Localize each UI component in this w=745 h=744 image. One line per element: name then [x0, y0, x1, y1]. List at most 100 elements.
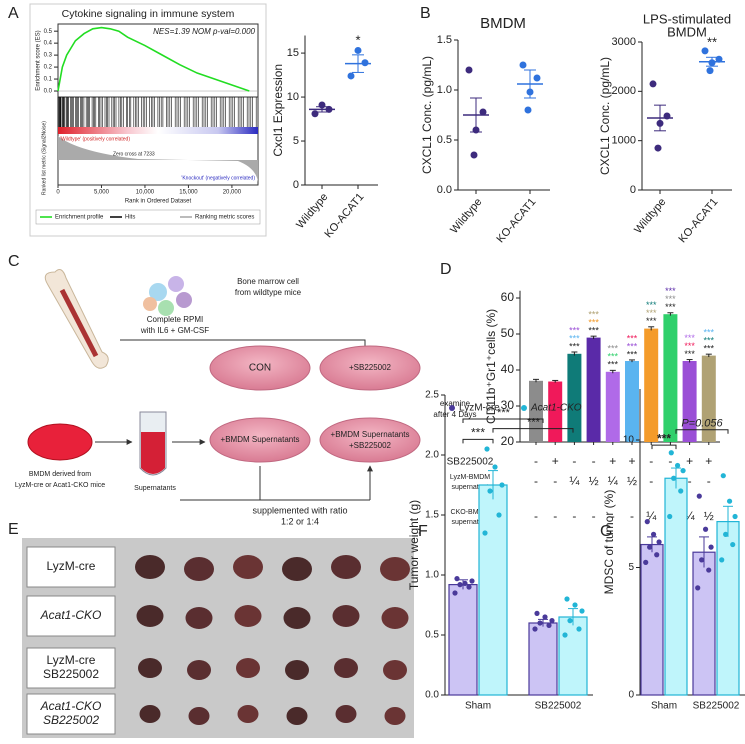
- significance: ***: [569, 333, 580, 343]
- data-point: [492, 464, 498, 470]
- table-cell: +: [609, 454, 616, 468]
- group-label: LyzM-cre: [47, 653, 96, 667]
- tumor: [331, 555, 361, 579]
- table-cell: -: [688, 474, 692, 488]
- tumor: [185, 607, 213, 629]
- significance: ***: [646, 316, 657, 326]
- label-box: [26, 693, 116, 735]
- legend-box: [35, 209, 261, 225]
- table-cell: -: [668, 454, 672, 468]
- table-cell: ¼: [608, 474, 619, 488]
- data-point: [654, 552, 660, 558]
- tumor: [283, 607, 311, 629]
- y-tick-label: 0: [628, 690, 634, 701]
- data-point: [667, 513, 673, 520]
- tumor: [286, 707, 308, 725]
- cell-icon: [143, 297, 157, 311]
- significance: ***: [569, 341, 580, 351]
- bar: [644, 328, 659, 442]
- data-point: [318, 101, 326, 109]
- bar: [682, 361, 697, 442]
- tumor: [383, 660, 407, 680]
- bar: [663, 314, 678, 442]
- panel-label: E: [8, 521, 19, 538]
- y-tick-label: 2.0: [425, 450, 439, 461]
- tumor: [334, 658, 358, 678]
- table-cell: +: [628, 454, 635, 468]
- y-tick-label: 30: [501, 398, 515, 412]
- y-axis-label: Tumor weight (g): [407, 500, 421, 590]
- legend-label: Hits: [125, 215, 135, 221]
- panel-frame: [29, 3, 267, 237]
- table-cell: +: [705, 454, 712, 468]
- data-point: [663, 112, 671, 120]
- y-tick-label: 0.2: [44, 65, 53, 71]
- significance: ***: [608, 360, 619, 370]
- table-cell: -: [707, 474, 711, 488]
- tumor: [285, 660, 309, 680]
- data-point: [482, 530, 488, 536]
- x-tick-label: KO-ACAT1: [494, 196, 538, 245]
- cell-icon: [149, 283, 167, 301]
- group-label: SB225002: [43, 667, 99, 681]
- y-tick-label: 3000: [612, 36, 636, 48]
- y-tick-label: 0.5: [44, 29, 53, 35]
- significance: ***: [657, 431, 671, 445]
- data-point: [695, 585, 701, 591]
- data-point: [656, 119, 664, 127]
- data-point: [470, 151, 478, 159]
- tumor: [332, 605, 360, 627]
- data-point: [715, 55, 723, 63]
- table-cell: -: [553, 509, 557, 523]
- x-tick-label: 20,000: [223, 190, 242, 196]
- significance: ***: [665, 294, 676, 304]
- data-point: [708, 59, 716, 67]
- data-point: [706, 67, 714, 75]
- significance: ***: [704, 344, 715, 354]
- data-point: [534, 610, 540, 617]
- bar: [529, 380, 543, 442]
- bar: [701, 355, 716, 442]
- table-cell: -: [649, 474, 653, 488]
- tumor: [234, 605, 262, 627]
- x-tick-label: Sham: [651, 701, 677, 712]
- data-point: [720, 473, 726, 479]
- data-point: [579, 608, 585, 614]
- label-box: [26, 595, 116, 637]
- panel-label: D: [440, 261, 452, 278]
- chart-title: BMDM: [667, 24, 707, 39]
- table-cell: -: [630, 509, 634, 523]
- annotation: NES=1.39 NOM p-val=0.000: [153, 27, 255, 36]
- tube-liquid: [141, 432, 165, 474]
- bar: [448, 583, 478, 696]
- y-tick-label: 20: [501, 434, 515, 448]
- x-tick-label: Wildtype: [632, 196, 668, 236]
- table-cell: -: [592, 454, 596, 468]
- legend-label: LyzM-cre: [459, 403, 500, 414]
- significance: ***: [608, 352, 619, 362]
- data-point: [726, 498, 733, 504]
- data-point: [576, 626, 582, 632]
- data-point: [457, 582, 463, 588]
- data-point: [650, 531, 657, 537]
- metric-label: Ranked list metric (Signal2Noise): [41, 121, 47, 195]
- tumor: [384, 707, 406, 725]
- data-point: [484, 446, 490, 452]
- diagram-text: BMDM derived from: [29, 471, 91, 478]
- row-label: CKO-BMDM: [451, 509, 490, 516]
- data-point: [311, 110, 319, 118]
- x-tick-label: 15,000: [179, 190, 198, 196]
- y-tick-label: 5: [628, 562, 634, 573]
- y-tick-label: 0: [630, 184, 636, 196]
- data-point: [647, 544, 653, 550]
- data-point: [719, 557, 725, 563]
- data-point: [649, 80, 657, 88]
- panel-label: G: [600, 523, 612, 540]
- tumor: [282, 557, 312, 581]
- pos-label: 'Wildtype' (positively correlated): [60, 136, 130, 142]
- legend-swatch: [449, 405, 455, 411]
- data-point: [452, 590, 458, 596]
- data-point: [466, 584, 472, 590]
- y-tick-label: 5: [293, 135, 299, 147]
